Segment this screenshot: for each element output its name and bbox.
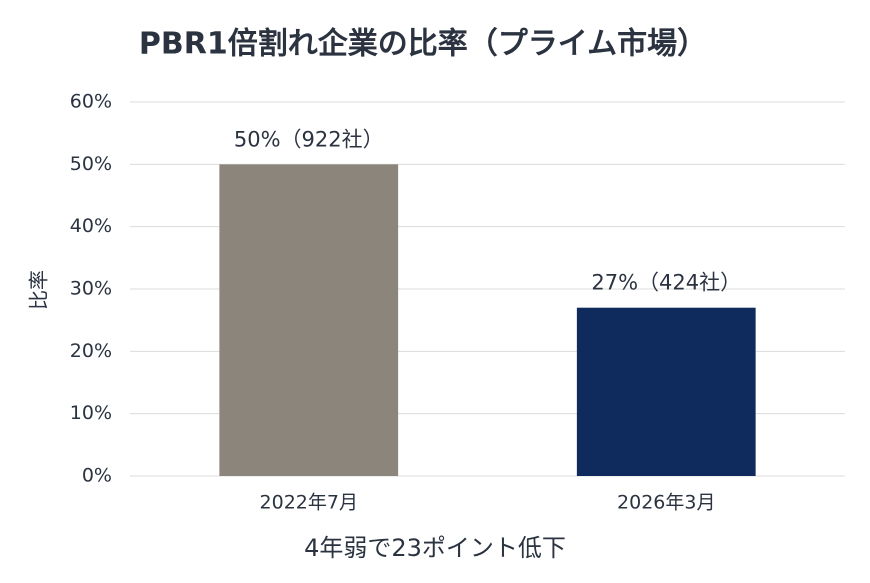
x-tick-label: 2026年3月	[617, 492, 715, 514]
y-tick-label: 0%	[82, 465, 112, 487]
y-tick-label: 20%	[70, 340, 112, 362]
bar	[576, 307, 756, 476]
chart-title: PBR1倍割れ企業の比率（プライム市場）	[139, 27, 707, 62]
y-tick-label: 30%	[70, 278, 112, 300]
bar	[219, 164, 399, 477]
x-tick-label: 2022年7月	[260, 492, 358, 514]
y-axis-label: 比率	[27, 270, 51, 310]
y-tick-label: 40%	[70, 215, 112, 237]
y-tick-label: 60%	[70, 91, 112, 113]
value-label: 27%（424社）	[591, 271, 741, 295]
x-axis-label: 4年弱で23ポイント低下	[304, 534, 566, 562]
value-label: 50%（922社）	[234, 127, 384, 151]
y-tick-label: 10%	[70, 402, 112, 424]
y-tick-label: 50%	[70, 153, 112, 175]
